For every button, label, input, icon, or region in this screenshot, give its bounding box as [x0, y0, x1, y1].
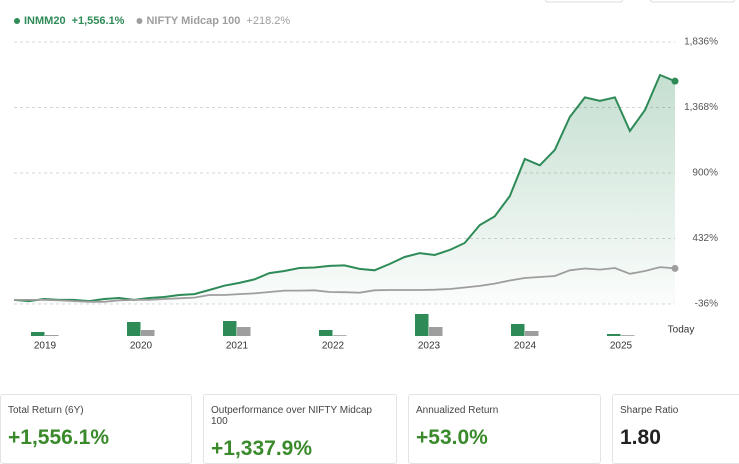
toolbar-button[interactable] [544, 0, 624, 3]
y-tick-label: 432% [692, 233, 718, 244]
stat-value: 1.80 [620, 426, 661, 449]
line [13, 73, 676, 303]
y-tick-label: 1,368% [684, 102, 718, 113]
bar [319, 330, 333, 336]
stat-value: +1,337.9% [211, 437, 313, 460]
bar [31, 332, 45, 336]
x-tick-label: 2020 [130, 341, 153, 352]
bar [415, 314, 429, 336]
bar [429, 327, 443, 336]
toolbar-button[interactable] [649, 0, 736, 3]
stat-label: Sharpe Ratio [620, 405, 679, 416]
stat-value: +53.0% [416, 426, 488, 449]
legend-value: +218.2% [246, 15, 290, 27]
bar [45, 335, 59, 336]
bar [223, 321, 237, 336]
legend-value: +1,556.1% [72, 15, 125, 27]
bar [237, 327, 251, 336]
legend-dot [14, 18, 20, 24]
x-tick-label: 2022 [322, 341, 345, 352]
legend-name: INMM20 [24, 15, 66, 27]
line [14, 266, 676, 303]
y-tick-label: 900% [692, 168, 718, 179]
legend-name: NIFTY Midcap 100 [146, 15, 240, 27]
x-tick-label: 2024 [514, 341, 537, 352]
stat-label: Annualized Return [416, 405, 499, 416]
chart: -36% 432% 900% 1,368% 1,836% Today INMM20 +1,55… [13, 0, 736, 352]
stat-card: Outperformance over NIFTY Midcap 100 +1,3… [203, 394, 397, 464]
end-dot [671, 77, 679, 85]
stat-card: Total Return (6Y) +1,556.1% [0, 394, 192, 464]
x-tick-label: 2023 [418, 341, 441, 352]
bar [525, 331, 539, 336]
stat-label: Outperformance over NIFTY Midcap 100 [211, 405, 372, 427]
legend-dot [136, 18, 143, 24]
x-tick-label: 2021 [226, 341, 249, 352]
stat-label: Total Return (6Y) [8, 405, 84, 416]
stat-card: Annualized Return +53.0% [408, 394, 601, 464]
bar [621, 335, 635, 336]
bar [127, 322, 141, 336]
x-tick-label: 2019 [34, 341, 57, 352]
area [14, 75, 675, 304]
bar [607, 334, 621, 336]
y-tick-label: -36% [695, 299, 718, 310]
x-end-label: Today [668, 325, 695, 336]
stat-card: Sharpe Ratio 1.80 [612, 394, 739, 464]
y-tick-label: 1,836% [684, 37, 718, 48]
bar [141, 330, 155, 336]
x-tick-label: 2025 [610, 341, 633, 352]
end-dot [671, 264, 679, 272]
bar [511, 324, 525, 336]
stat-value: +1,556.1% [8, 426, 110, 449]
bar [333, 335, 347, 336]
